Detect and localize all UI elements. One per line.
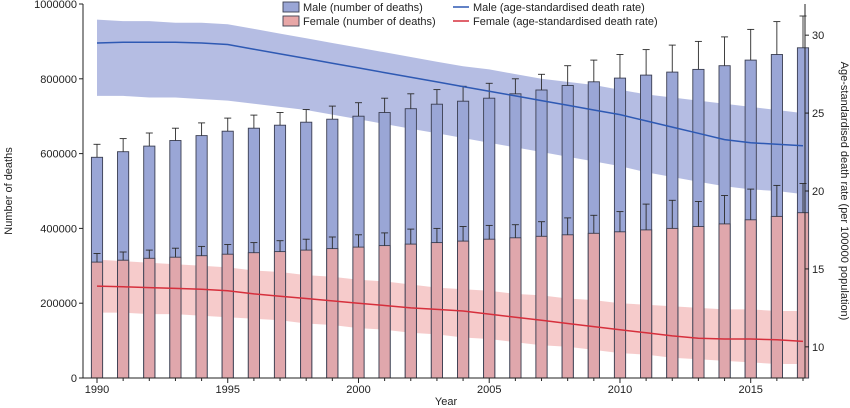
female-deaths-bar: [247, 252, 260, 379]
female-deaths-bar: [718, 223, 731, 379]
left-tick-label: 1000000: [34, 0, 77, 11]
female-deaths-bar: [535, 235, 548, 379]
female-deaths-bar: [770, 215, 783, 379]
legend: Male (number of deaths) Female (number of…: [282, 1, 658, 28]
female-deaths-bar: [483, 238, 496, 379]
x-tick-label: 2000: [346, 384, 370, 396]
female-deaths-bar: [273, 251, 287, 379]
right-tick-label: 15: [812, 264, 824, 276]
female-deaths-bar: [692, 226, 705, 379]
female-deaths-bar: [352, 246, 365, 379]
female-rate-line: [96, 285, 804, 343]
legend-label-female-deaths: Female (number of deaths): [303, 16, 436, 28]
x-tick-label: 1990: [85, 384, 109, 396]
x-axis-title: Year: [435, 396, 458, 408]
legend-swatch-female-deaths: [282, 15, 300, 27]
female-deaths-bar: [169, 256, 182, 379]
legend-label-female-rate: Female (age-standardised death rate): [473, 16, 658, 28]
rate-lines: [96, 41, 804, 343]
left-tick-label: 800000: [40, 74, 77, 86]
female-deaths-bar: [300, 249, 313, 379]
bar-series: [90, 15, 810, 379]
left-axis-title: Number of deaths: [3, 147, 15, 235]
x-tick-label: 2015: [738, 384, 762, 396]
female-deaths-bar: [90, 261, 104, 379]
x-tick-label: 2010: [608, 384, 632, 396]
right-tick-label: 25: [812, 108, 824, 120]
right-tick-label: 30: [812, 30, 824, 42]
uncertainty-bands: [97, 19, 803, 364]
x-tick-label: 1995: [215, 384, 239, 396]
right-tick-label: 10: [812, 342, 824, 354]
legend-swatch-male-deaths: [282, 1, 300, 13]
axes: 0 200000 400000 600000 800000 1000000 10 15 20 25…: [34, 0, 824, 396]
female-deaths-bar: [326, 248, 339, 379]
x-tick-label: 2005: [477, 384, 501, 396]
female-deaths-bar: [221, 253, 234, 379]
female-deaths-bar: [744, 219, 757, 379]
left-tick-label: 400000: [40, 223, 77, 235]
female-deaths-bar: [796, 212, 810, 379]
legend-label-male-deaths: Male (number of deaths): [303, 2, 423, 14]
left-tick-label: 0: [71, 373, 77, 385]
female-rate-band: [97, 259, 803, 364]
male-rate-line: [96, 41, 804, 147]
female-deaths-bar: [561, 234, 574, 379]
female-deaths-bar: [640, 229, 653, 379]
female-deaths-bar: [378, 245, 391, 379]
female-deaths-bar: [195, 255, 208, 379]
female-deaths-bar: [404, 243, 417, 379]
female-deaths-bar: [509, 237, 522, 379]
right-tick-label: 20: [812, 186, 824, 198]
female-deaths-bar: [143, 257, 156, 379]
female-deaths-bar: [457, 240, 470, 379]
male-rate-band: [97, 19, 803, 195]
female-deaths-bar: [587, 232, 600, 379]
female-deaths-bar: [613, 231, 627, 379]
female-deaths-bar: [666, 227, 679, 379]
female-deaths-bar: [117, 259, 130, 379]
left-tick-label: 200000: [40, 298, 77, 310]
left-tick-label: 600000: [40, 149, 77, 161]
legend-label-male-rate: Male (age-standardised death rate): [473, 2, 645, 14]
right-axis-title: Age-standardised death rate (per 100000 …: [838, 62, 850, 321]
